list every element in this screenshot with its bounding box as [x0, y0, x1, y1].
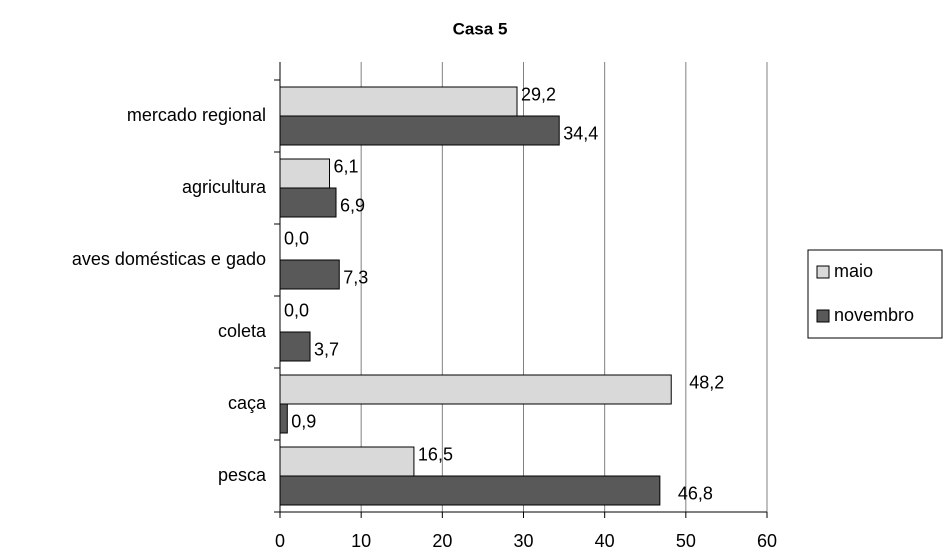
legend-swatch — [816, 265, 830, 279]
value-label: 7,3 — [343, 267, 368, 287]
y-tick-label: agricultura — [182, 177, 267, 197]
chart-title: Casa 5 — [453, 19, 508, 38]
legend-swatch — [816, 309, 830, 323]
legend-label: maio — [834, 261, 873, 281]
x-tick-label: 50 — [676, 531, 696, 551]
y-tick-label: coleta — [218, 321, 267, 341]
value-label: 0,0 — [284, 300, 309, 320]
legend-box — [807, 249, 943, 339]
value-label: 46,8 — [678, 483, 713, 503]
legend-label: novembro — [834, 305, 914, 325]
bar — [279, 158, 331, 189]
x-tick-label: 30 — [513, 531, 533, 551]
y-tick-label: mercado regional — [127, 105, 266, 125]
y-tick-label: pesca — [218, 465, 267, 485]
y-tick-label: caça — [228, 393, 267, 413]
bar — [279, 187, 337, 218]
bar — [279, 115, 560, 146]
y-tick-label: aves domésticas e gado — [72, 249, 266, 269]
value-label: 6,9 — [340, 195, 365, 215]
value-label: 6,1 — [334, 156, 359, 176]
bar — [279, 403, 288, 434]
bar — [279, 86, 518, 117]
x-tick-label: 10 — [351, 531, 371, 551]
value-label: 34,4 — [563, 123, 598, 143]
value-label: 29,2 — [521, 84, 556, 104]
value-label: 16,5 — [418, 444, 453, 464]
x-tick-label: 40 — [595, 531, 615, 551]
value-label: 0,0 — [284, 228, 309, 248]
x-tick-label: 0 — [275, 531, 285, 551]
value-label: 0,9 — [291, 411, 316, 431]
bar — [279, 374, 672, 405]
x-tick-label: 20 — [432, 531, 452, 551]
bar — [279, 331, 311, 362]
bar — [279, 475, 661, 506]
bar — [279, 446, 415, 477]
value-label: 3,7 — [314, 339, 339, 359]
value-label: 48,2 — [689, 372, 724, 392]
bar — [279, 259, 340, 290]
x-tick-label: 60 — [757, 531, 777, 551]
